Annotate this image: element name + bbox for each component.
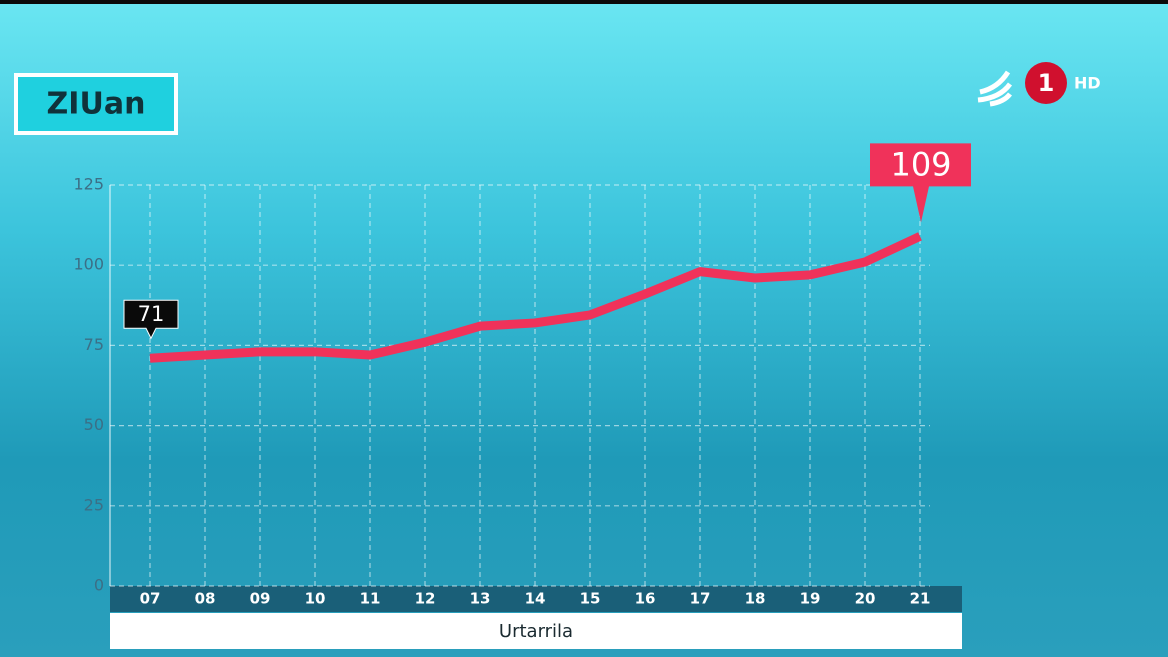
x-tick-label: 12	[415, 590, 436, 608]
x-tick-label: 10	[305, 590, 326, 608]
x-tick-label: 13	[470, 590, 491, 608]
x-tick-label: 21	[910, 590, 931, 608]
chart-title: ZIUan	[47, 87, 146, 122]
x-tick-label: 14	[525, 590, 546, 608]
x-tick-label: 08	[195, 590, 216, 608]
callout-end	[870, 143, 971, 223]
y-tick-label: 25	[84, 495, 104, 514]
x-tick-label: 20	[855, 590, 876, 608]
x-axis-label: Urtarrila	[499, 621, 573, 642]
x-tick-label: 19	[800, 590, 821, 608]
value-label: 71	[138, 302, 165, 326]
x-tick-label: 11	[360, 590, 381, 608]
logo-badge: HD	[1074, 74, 1101, 93]
channel-logo: 1 HD	[977, 62, 1101, 107]
y-tick-label: 50	[84, 415, 104, 434]
y-tick-label: 100	[73, 255, 104, 274]
callout-start	[123, 299, 179, 340]
logo-circle	[1025, 62, 1067, 104]
logo-number: 1	[1038, 69, 1055, 97]
value-label: 109	[890, 145, 951, 183]
x-tick-label: 17	[690, 590, 711, 608]
x-tick-label: 07	[140, 590, 161, 608]
x-tick-label: 15	[580, 590, 601, 608]
data-line	[149, 232, 922, 363]
y-tick-label: 75	[84, 335, 104, 354]
logo-swoosh	[977, 70, 1013, 107]
x-tick-label: 09	[250, 590, 271, 608]
x-tick-label: 16	[635, 590, 656, 608]
y-tick-label: 125	[73, 175, 104, 194]
y-tick-label: 0	[94, 576, 104, 595]
x-label-box	[110, 613, 962, 649]
title-box	[14, 73, 178, 135]
x-tick-label: 18	[745, 590, 766, 608]
category-band	[110, 586, 962, 612]
top-border	[0, 0, 1168, 4]
